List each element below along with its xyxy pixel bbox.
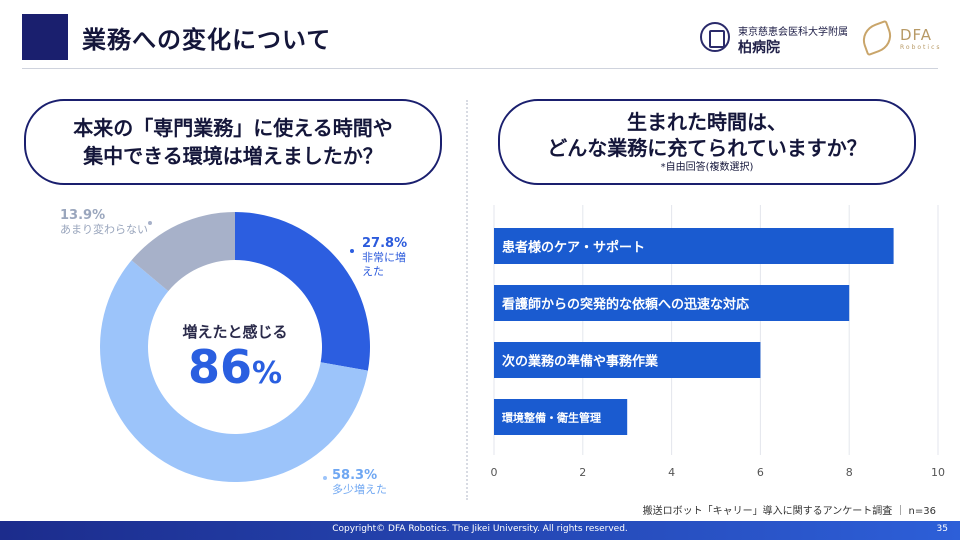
- x-tick-label: 8: [846, 466, 853, 479]
- title-accent-block: [22, 14, 68, 60]
- donut-category-label: 非常に増えた: [362, 251, 406, 278]
- x-tick-label: 10: [931, 466, 945, 479]
- right-question-line1: 生まれた時間は、: [627, 110, 787, 134]
- x-tick-label: 0: [491, 466, 498, 479]
- footer-bar: Copyright© DFA Robotics. The Jikei Unive…: [0, 521, 960, 540]
- hospital-logo-line1: 東京慈恵会医科大学附属: [738, 27, 848, 38]
- dfa-logo: DFA Robotics: [858, 19, 942, 57]
- bar-3: [494, 399, 628, 435]
- page-title: 業務への変化について: [82, 26, 332, 54]
- donut-leader-dot: [350, 249, 354, 253]
- donut-label-somewhat-increased: 58.3% 多少増えた: [332, 469, 387, 497]
- right-question: 生まれた時間は、 どんな業務に充てられていますか？ *自由回答(複数選択): [498, 99, 916, 185]
- bar-1: [494, 285, 850, 321]
- donut-category-label: あまり変わらない: [60, 223, 148, 236]
- x-tick-label: 6: [757, 466, 764, 479]
- donut-value-label: 13.9%: [60, 208, 106, 223]
- x-tick-label: 2: [579, 466, 586, 479]
- bar-0: [494, 228, 894, 264]
- hospital-logo: 東京慈恵会医科大学附属 柏病院: [700, 20, 850, 56]
- right-question-line2: どんな業務に充てられていますか？: [547, 136, 867, 160]
- left-question-line1: 本来の「専門業務」に使える時間や: [73, 116, 393, 140]
- donut-svg: [100, 212, 370, 482]
- donut-leader-dot: [323, 476, 327, 480]
- donut-slice-2: [131, 212, 235, 292]
- left-question-line2: 集中できる環境は増えましたか？: [83, 144, 383, 168]
- donut-center-number: 86: [187, 340, 252, 394]
- donut-chart: 27.8% 非常に増えた 58.3% 多少増えた 13.9% あまり変わらない …: [60, 195, 410, 515]
- bar-category-label: 環境整備・衛生管理: [502, 411, 601, 425]
- donut-center-unit: %: [251, 356, 283, 391]
- donut-value-label: 27.8%: [362, 236, 408, 251]
- hospital-seal-icon: [700, 22, 730, 52]
- hospital-logo-line2: 柏病院: [738, 40, 780, 56]
- page-number: 35: [936, 524, 948, 534]
- donut-leader-dot: [148, 221, 152, 225]
- bar-category-label: 看護師からの突発的な依頼への迅速な対応: [502, 297, 749, 313]
- x-tick-label: 4: [668, 466, 675, 479]
- donut-center-value: 86%: [155, 341, 315, 400]
- bar-svg: 0 2 4 6 8 10 患者様のケア・サポート看護師からの突発的な依頼への迅速な対応次の業…: [491, 205, 945, 479]
- right-question-note: *自由回答(複数選択): [660, 162, 754, 173]
- copyright-text: Copyright© DFA Robotics. The Jikei Unive…: [332, 524, 628, 534]
- dfa-logo-sub: Robotics: [900, 44, 942, 51]
- dfa-logo-name: DFA: [900, 26, 933, 44]
- bar-category-label: 患者様のケア・サポート: [502, 240, 645, 256]
- donut-value-label: 58.3%: [332, 468, 378, 483]
- source-note: 搬送ロボット「キャリー」導入に関するアンケート調査 ｜ n=36: [642, 506, 936, 517]
- donut-center-caption: 増えたと感じる: [182, 323, 288, 341]
- donut-slice-0: [235, 212, 370, 371]
- donut-label-very-increased: 27.8% 非常に増えた: [362, 237, 410, 279]
- donut-slice-1: [100, 260, 368, 482]
- donut-label-no-change: 13.9% あまり変わらない: [60, 209, 148, 237]
- column-divider: [466, 100, 468, 500]
- header-divider: [22, 68, 938, 69]
- donut-category-label: 多少増えた: [332, 483, 387, 496]
- bar-2: [494, 342, 761, 378]
- bar-chart: 0 2 4 6 8 10 患者様のケア・サポート看護師からの突発的な依頼への迅速な対応 次の業…: [488, 205, 948, 490]
- dfa-mark-icon: [858, 19, 896, 57]
- left-question: 本来の「専門業務」に使える時間や 集中できる環境は増えましたか？: [24, 99, 442, 185]
- bar-category-label: 次の業務の準備や事務作業: [502, 354, 659, 370]
